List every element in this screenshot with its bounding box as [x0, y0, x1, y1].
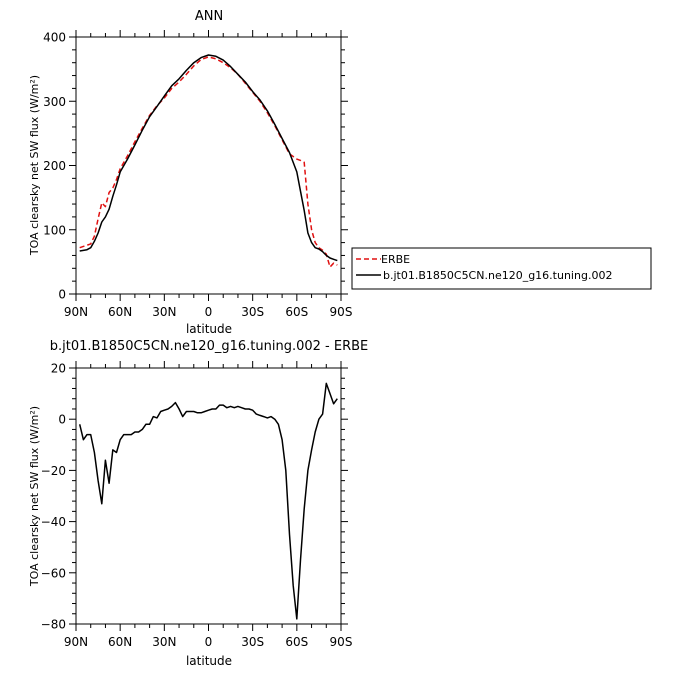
x-tick-label-top: 90N: [64, 305, 88, 319]
chart-title-top: ANN: [195, 9, 223, 24]
x-tick-label-bottom: 90N: [64, 635, 88, 649]
legend-box: [351, 247, 652, 290]
x-tick-label-top: 60S: [285, 305, 308, 319]
x-tick-label-top: 30S: [241, 305, 264, 319]
x-tick-label-bottom: 0: [205, 635, 213, 649]
y-tick-label-top: 200: [43, 159, 66, 173]
plot-frame-top: [75, 36, 342, 295]
y-axis-label-bottom: TOA clearsky net SW flux (W/m²): [28, 406, 41, 587]
y-tick-label-bottom: 0: [58, 413, 66, 427]
x-axis-label-top: latitude: [186, 322, 232, 336]
x-tick-label-bottom: 60S: [285, 635, 308, 649]
series-line-top-0: [79, 56, 338, 268]
panel-top: ANN 0 100 200 300 400 90N 60N 30N 0 30S 60S 90S lat…: [28, 9, 652, 336]
legend-label-erbe: ERBE: [381, 253, 410, 266]
y-tick-label-bottom: −20: [41, 464, 66, 478]
y-tick-label-bottom: 20: [51, 362, 66, 376]
y-tick-label-top: 100: [43, 223, 66, 237]
bottom-plot-layer: [78, 382, 338, 620]
x-tick-label-top: 90S: [330, 305, 353, 319]
x-axis-label-bottom: latitude: [186, 654, 232, 668]
x-tick-label-top: 60N: [108, 305, 132, 319]
y-tick-label-top: 300: [43, 95, 66, 109]
series-line-bottom-0: [78, 382, 338, 620]
bottom-axes-layer: −80 −60 −40 −20 0 20 90N 60N 30N 0 30S 60S 90S: [41, 361, 353, 649]
y-tick-label-bottom: −40: [41, 515, 66, 529]
legend: ERBE b.jt01.B1850C5CN.ne120_g16.tuning.0…: [351, 247, 652, 290]
x-tick-label-top: 30N: [152, 305, 176, 319]
y-axis-label-top: TOA clearsky net SW flux (W/m²): [28, 75, 41, 256]
panel-bottom: b.jt01.B1850C5CN.ne120_g16.tuning.002 - …: [28, 339, 368, 668]
y-tick-label-top: 0: [58, 288, 66, 302]
top-axes-layer: 0 100 200 300 400 90N 60N 30N 0 30S 60S 90S: [43, 30, 352, 319]
x-tick-label-bottom: 90S: [330, 635, 353, 649]
plot-frame-bottom: [75, 367, 342, 625]
x-tick-label-bottom: 60N: [108, 635, 132, 649]
x-tick-label-bottom: 30S: [241, 635, 264, 649]
x-tick-label-bottom: 30N: [152, 635, 176, 649]
legend-label-model: b.jt01.B1850C5CN.ne120_g16.tuning.002: [383, 269, 612, 282]
chart-title-bottom: b.jt01.B1850C5CN.ne120_g16.tuning.002 - …: [50, 339, 369, 354]
y-tick-label-top: 400: [43, 31, 66, 45]
y-tick-label-bottom: −60: [41, 566, 66, 580]
series-line-top-1: [79, 54, 338, 262]
y-tick-label-bottom: −80: [41, 618, 66, 632]
top-plot-layer: [79, 54, 338, 268]
x-tick-label-top: 0: [205, 305, 213, 319]
